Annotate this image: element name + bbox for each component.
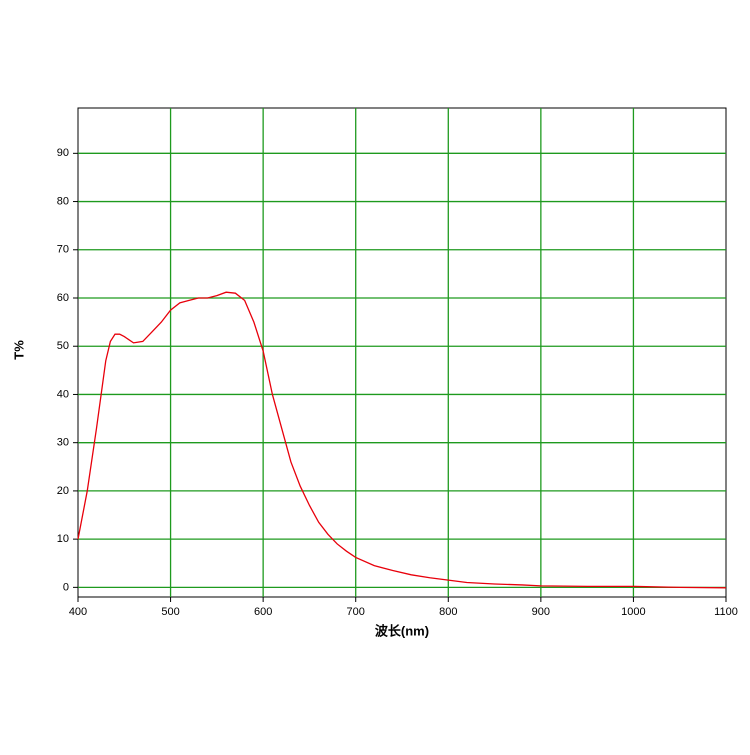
y-tick-label: 20 [57,485,69,497]
x-tick-label: 400 [69,606,87,618]
x-tick-label: 600 [254,606,272,618]
y-tick-label: 10 [57,533,69,545]
plot-frame [77,107,727,598]
y-axis-label: T% [11,340,26,360]
y-tick-label: 90 [57,147,69,159]
x-tick-label: 700 [347,606,365,618]
x-tick-label: 1100 [714,606,738,618]
y-tick-label: 40 [57,388,69,400]
y-tick-label: 60 [57,292,69,304]
x-tick-label: 1000 [621,606,645,618]
y-tick-label: 30 [57,437,69,449]
x-tick-label: 500 [161,606,179,618]
y-tick-label: 0 [63,581,69,593]
data-line [77,291,727,589]
y-tick-label: 80 [57,195,69,207]
x-tick-label: 800 [439,606,457,618]
x-axis-label: 波长(nm) [375,623,429,638]
y-tick-label: 70 [57,244,69,256]
y-tick-label: 50 [57,340,69,352]
x-tick-label: 900 [532,606,550,618]
